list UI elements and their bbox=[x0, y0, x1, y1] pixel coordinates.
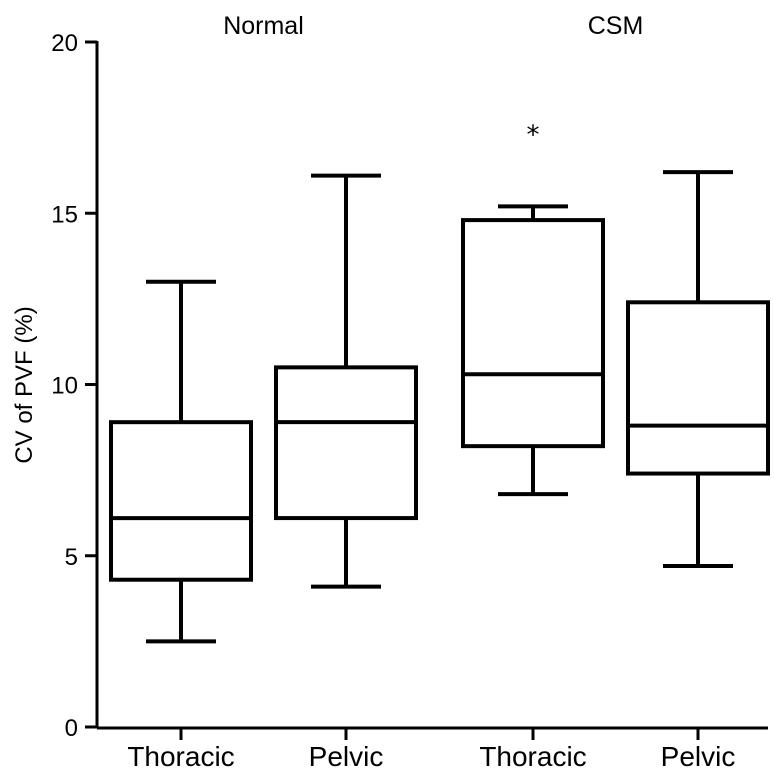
boxes: * bbox=[109, 121, 770, 644]
iqr-box bbox=[461, 218, 605, 449]
x-category-label: Pelvic bbox=[309, 741, 384, 772]
y-tick-label: 20 bbox=[51, 30, 78, 57]
box-2 bbox=[274, 173, 418, 589]
outlier-marker: * bbox=[527, 121, 540, 151]
y-tick-label: 10 bbox=[51, 373, 78, 400]
x-ticks: Thoracic Pelvic Thoracic Pelvic bbox=[127, 728, 735, 772]
box-3: * bbox=[461, 121, 605, 497]
box-1 bbox=[109, 279, 253, 644]
x-category-label: Thoracic bbox=[127, 741, 234, 772]
box-4 bbox=[626, 170, 770, 569]
y-tick-label: 0 bbox=[65, 715, 78, 742]
iqr-box bbox=[274, 365, 418, 521]
y-tick-label: 15 bbox=[51, 201, 78, 228]
group-label: Normal bbox=[223, 12, 304, 40]
iqr-box bbox=[626, 300, 770, 476]
y-axis-title: CV of PVF (%) bbox=[11, 306, 38, 463]
x-category-label: Pelvic bbox=[661, 741, 736, 772]
iqr-box bbox=[109, 420, 253, 582]
x-category-label: Thoracic bbox=[479, 741, 586, 772]
group-labels: Normal CSM bbox=[223, 12, 643, 40]
group-label: CSM bbox=[588, 12, 644, 40]
y-tick-label: 5 bbox=[65, 544, 78, 571]
y-ticks: 0 5 10 15 20 bbox=[51, 30, 97, 742]
